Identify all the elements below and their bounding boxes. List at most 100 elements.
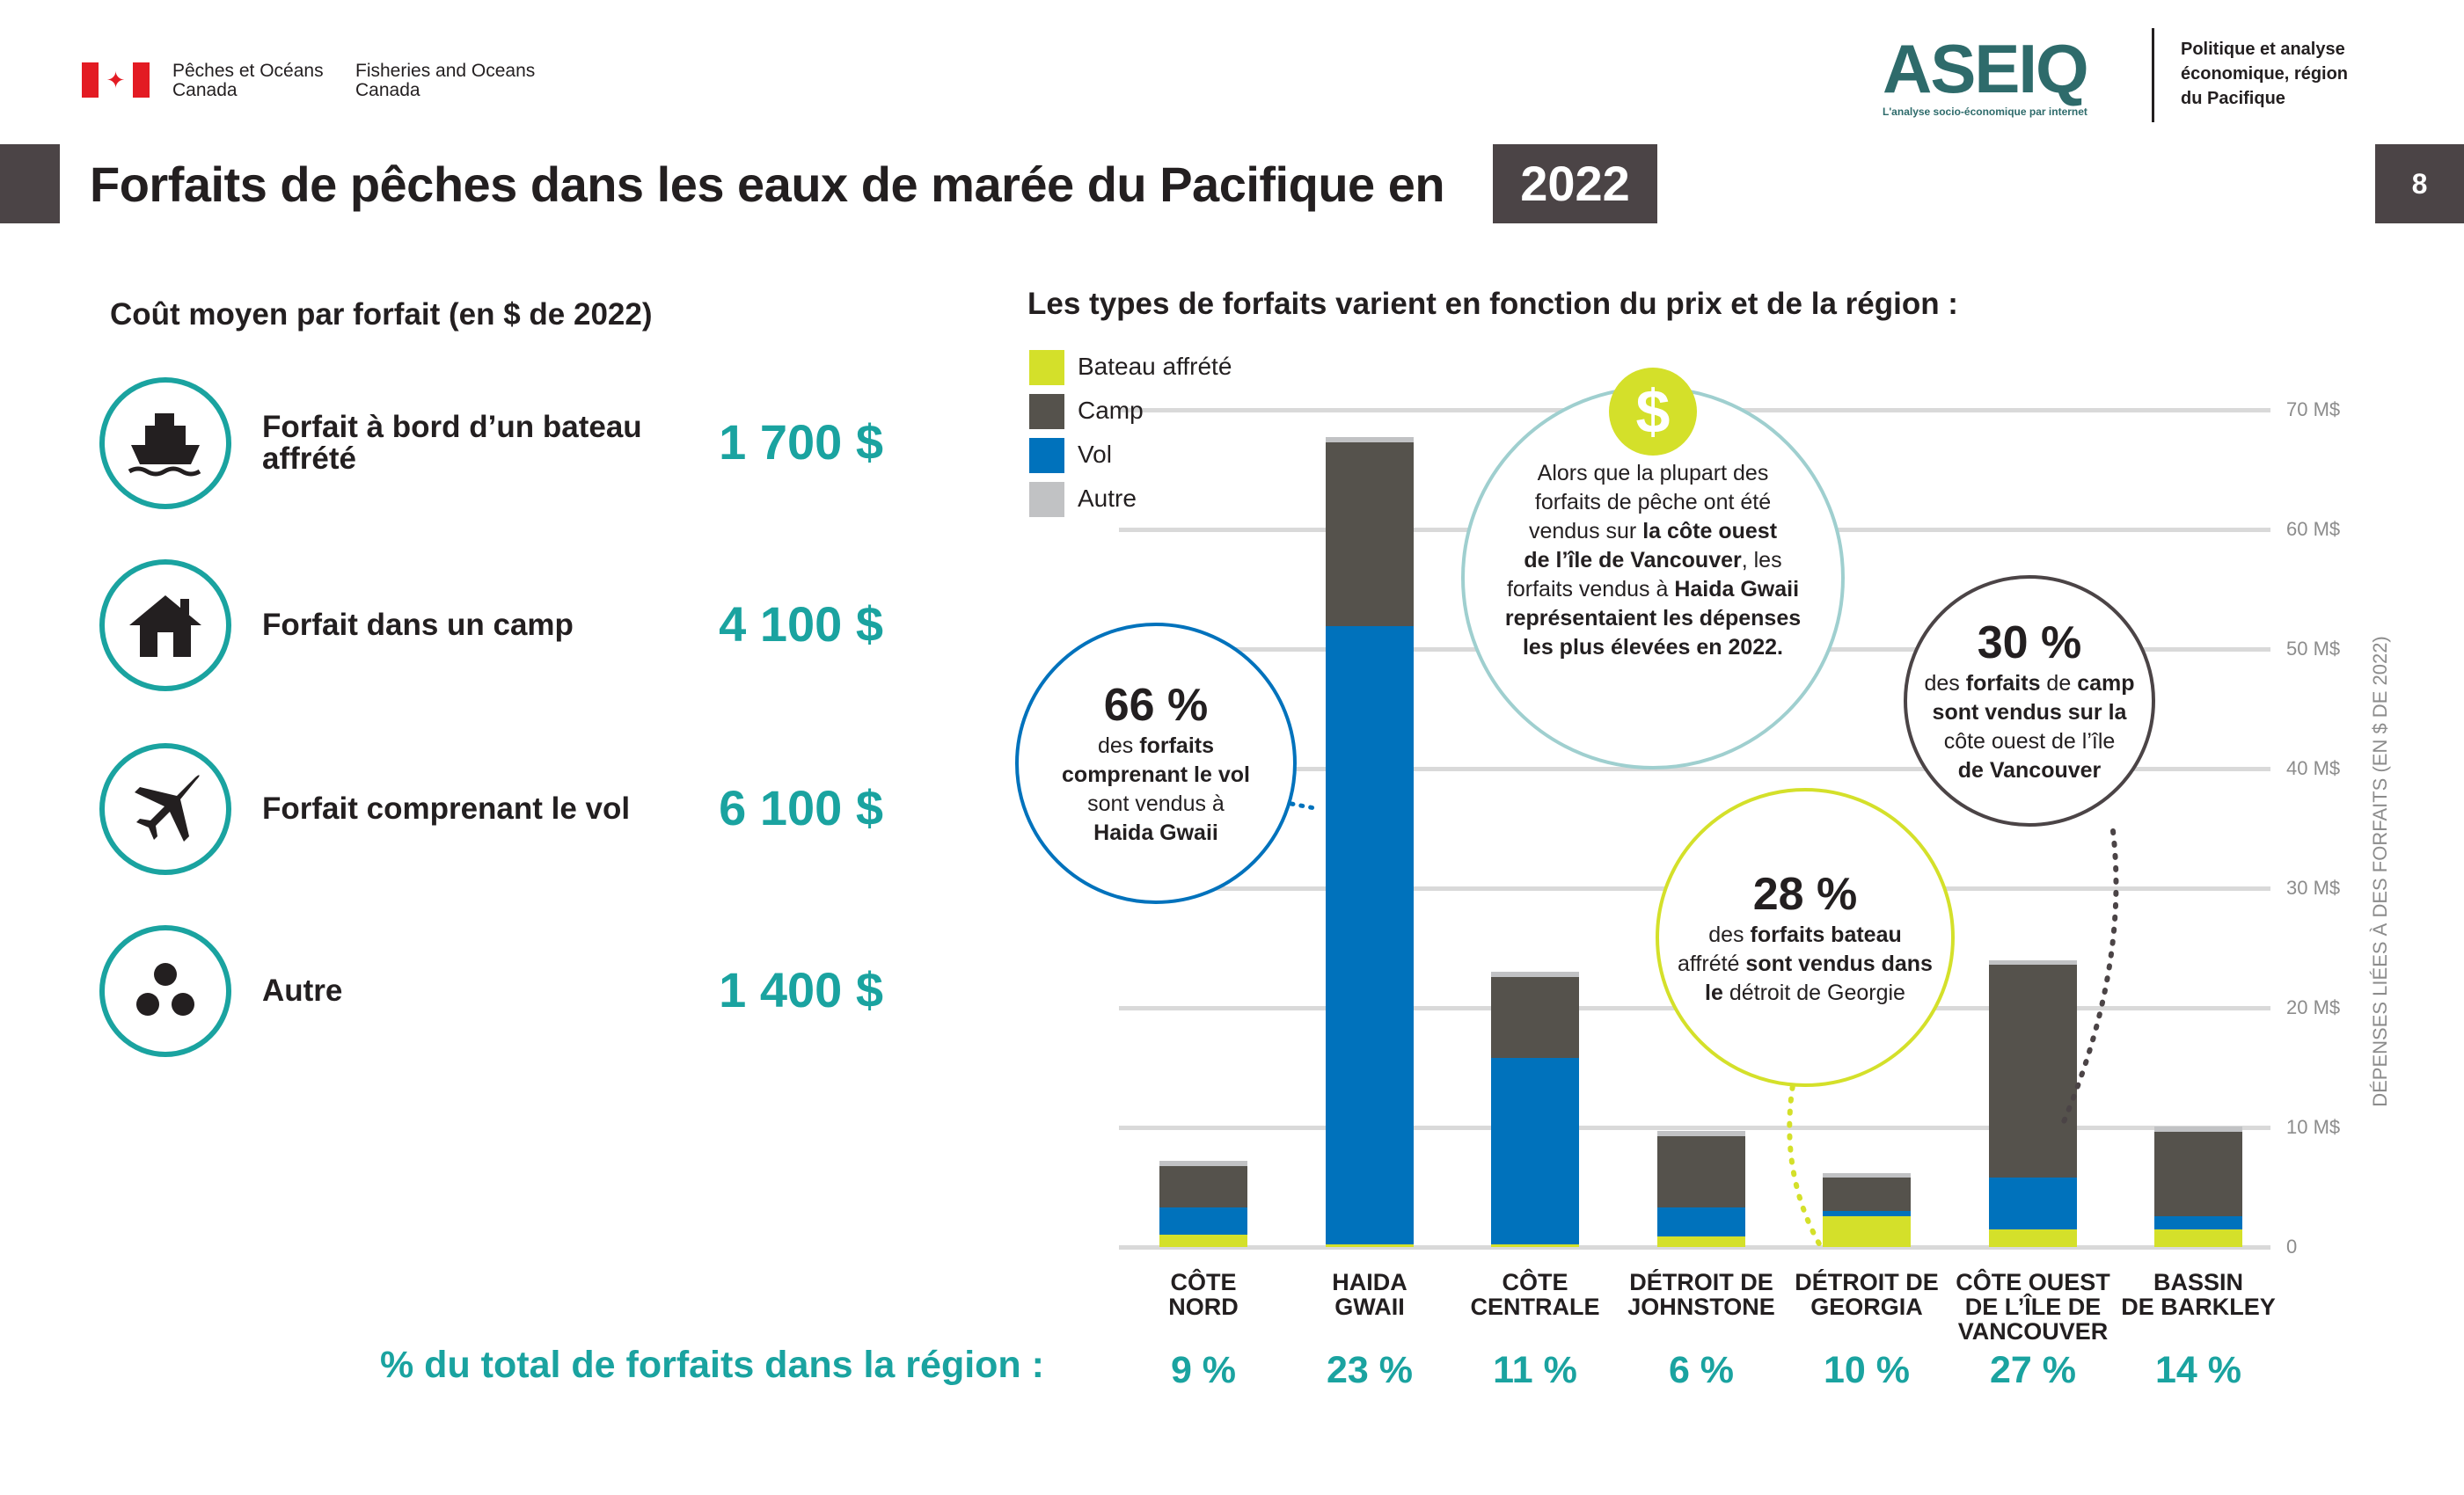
gridline bbox=[1119, 1245, 2270, 1250]
airplane-icon bbox=[99, 743, 231, 875]
chart-title: Les types de forfaits varient en fonctio… bbox=[1027, 287, 1958, 321]
x-tick-label: DÉTROIT DE GEORGIA bbox=[1795, 1269, 1939, 1320]
legend-swatch bbox=[1029, 438, 1064, 473]
page-number: 8 bbox=[2375, 144, 2464, 223]
annotation-line: sont vendus sur la bbox=[1932, 700, 2127, 725]
connector-bateau bbox=[1787, 1072, 1824, 1250]
share-value: 11 % bbox=[1493, 1349, 1577, 1391]
x-tick-label: BASSIN DE BARKLEY bbox=[2121, 1269, 2276, 1320]
cost-value-autre: 1 400 $ bbox=[719, 962, 883, 1017]
y-tick-label: 30 M$ bbox=[2286, 877, 2341, 899]
bar-segment-autre bbox=[1159, 1161, 1247, 1166]
legend-swatch bbox=[1029, 482, 1064, 517]
three-dots-icon bbox=[99, 925, 231, 1057]
bar-segment-vol bbox=[1326, 626, 1414, 1245]
cost-label-camp: Forfait dans un camp bbox=[262, 608, 574, 642]
x-tick-label: DÉTROIT DE JOHNSTONE bbox=[1627, 1269, 1775, 1320]
bar-segment-camp bbox=[1657, 1135, 1745, 1208]
x-tick-label: CÔTE NORD bbox=[1168, 1269, 1239, 1320]
connector-vol bbox=[1289, 801, 1322, 812]
y-tick-label: 70 M$ bbox=[2286, 398, 2341, 420]
bar-segment-camp bbox=[1159, 1165, 1247, 1208]
bar-segment-vol bbox=[1159, 1207, 1247, 1236]
annotation-line: vendus sur la côte ouest bbox=[1528, 518, 1778, 543]
cost-value-vol: 6 100 $ bbox=[719, 780, 883, 835]
y-tick-label: 10 M$ bbox=[2286, 1116, 2341, 1138]
ship-icon bbox=[99, 377, 231, 509]
bar-segment-vol bbox=[2154, 1215, 2242, 1229]
y-tick-label: 50 M$ bbox=[2286, 638, 2341, 660]
cost-value-camp: 4 100 $ bbox=[719, 596, 883, 652]
annotation-line: de l’île de Vancouver, les bbox=[1524, 547, 1782, 572]
bar-segment-autre bbox=[1989, 959, 2077, 966]
bar-segment-bateau-affr-t- bbox=[1326, 1244, 1414, 1247]
connector-camp bbox=[2060, 828, 2119, 1127]
bar-segment-vol bbox=[1657, 1207, 1745, 1236]
legend-label: Vol bbox=[1078, 441, 1112, 468]
y-tick-label: 20 M$ bbox=[2286, 996, 2341, 1018]
bar-segment-autre bbox=[1326, 437, 1414, 442]
annotation-line: affrété sont vendus dans bbox=[1678, 951, 1933, 976]
bar-segment-bateau-affr-t- bbox=[1989, 1229, 2077, 1247]
x-tick-label: HAIDA GWAII bbox=[1332, 1269, 1407, 1320]
title-accent-bar bbox=[0, 144, 60, 223]
unit-name: Politique et analyse économique, région du… bbox=[2181, 40, 2349, 108]
annotation-line: forfaits de pêche ont été bbox=[1534, 489, 1772, 514]
annotation-line: de Vancouver bbox=[1957, 758, 2102, 783]
cost-heading: Coût moyen par forfait (en $ de 2022) bbox=[110, 297, 653, 332]
share-value: 6 % bbox=[1668, 1349, 1735, 1391]
bar-segment-camp bbox=[1823, 1178, 1911, 1212]
x-tick-label: CÔTE CENTRALE bbox=[1470, 1269, 1600, 1320]
annotation-percent: 30 % bbox=[1977, 617, 2082, 668]
annotation-percent: 28 % bbox=[1752, 868, 1858, 920]
dept-name-fr: Pêches et Océans Canada bbox=[172, 61, 324, 100]
share-value: 23 % bbox=[1326, 1349, 1413, 1391]
house-icon bbox=[99, 559, 231, 691]
share-value: 10 % bbox=[1823, 1349, 1910, 1391]
bar-segment-vol bbox=[1491, 1058, 1579, 1245]
y-tick-label: 40 M$ bbox=[2286, 757, 2341, 779]
bar-segment-vol bbox=[1823, 1211, 1911, 1216]
bar-segment-vol bbox=[1989, 1178, 2077, 1229]
annotation-line: le détroit de Georgie bbox=[1705, 980, 1905, 1005]
share-value: 27 % bbox=[1989, 1349, 2076, 1391]
annotation-line: les plus élevées en 2022. bbox=[1522, 634, 1784, 660]
aseiq-logo: ASEIQ L'analyse socio-économique par int… bbox=[1883, 30, 2089, 118]
cost-label-bateau: Forfait à bord d’un bateau affrété bbox=[262, 410, 642, 476]
dollar-icon: $ bbox=[1609, 368, 1697, 456]
annotation-line: côte ouest de l’île bbox=[1943, 729, 2116, 754]
bar-segment-autre bbox=[1823, 1172, 1911, 1178]
legend-label: Camp bbox=[1078, 397, 1144, 424]
annotation-bateau: 28 % des forfaits bateau affrété sont vend… bbox=[1656, 788, 1955, 1087]
x-tick-label: CÔTE OUEST DE L’ÎLE DE VANCOUVER bbox=[1956, 1269, 2110, 1345]
annotation-line: forfaits vendus à Haida Gwaii bbox=[1506, 576, 1800, 602]
bar-segment-camp bbox=[1989, 965, 2077, 1178]
legend-label: Bateau affrété bbox=[1078, 353, 1232, 380]
page-title: Forfaits de pêches dans les eaux de maré… bbox=[90, 157, 1445, 212]
bar-segment-camp bbox=[1491, 976, 1579, 1059]
y-tick-label: 60 M$ bbox=[2286, 518, 2341, 540]
bar-segment-bateau-affr-t- bbox=[1491, 1244, 1579, 1247]
gridline bbox=[1119, 1126, 2270, 1130]
gridline bbox=[1119, 767, 2270, 771]
header-divider bbox=[2152, 28, 2154, 122]
annotation-line: représentaient les dépenses bbox=[1504, 605, 1802, 631]
share-value: 14 % bbox=[2154, 1349, 2241, 1391]
legend-swatch bbox=[1029, 394, 1064, 429]
bar-segment-bateau-affr-t- bbox=[1823, 1215, 1911, 1247]
bar-segment-autre bbox=[1491, 972, 1579, 977]
title-year: 2022 bbox=[1493, 144, 1657, 223]
y-tick-label: 0 bbox=[2286, 1236, 2298, 1258]
dept-name-en: Fisheries and Oceans Canada bbox=[355, 61, 536, 100]
bar-segment-bateau-affr-t- bbox=[1159, 1235, 1247, 1247]
annotation-line: des forfaits de camp bbox=[1924, 671, 2135, 696]
canada-flag-icon: ✦ bbox=[82, 62, 150, 98]
bar-segment-autre bbox=[1657, 1131, 1745, 1136]
bar-segment-bateau-affr-t- bbox=[1657, 1236, 1745, 1247]
annotation-line: des forfaits bateau bbox=[1708, 922, 1902, 947]
annotation-camp: 30 % des forfaits de camp sont vendus sur … bbox=[1904, 575, 2155, 827]
share-label: % du total de forfaits dans la région : bbox=[380, 1344, 1044, 1386]
annotation-vol: 66 % des forfaits comprenant le vol sont… bbox=[1015, 623, 1297, 904]
